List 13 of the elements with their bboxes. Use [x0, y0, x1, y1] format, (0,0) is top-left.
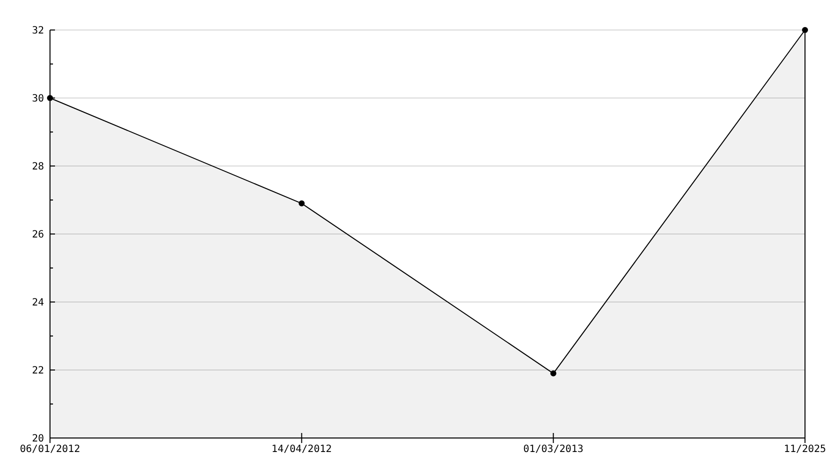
x-tick-label: 11/2025: [784, 444, 826, 455]
y-tick-label: 30: [32, 94, 44, 104]
y-tick-label: 20: [32, 434, 44, 444]
x-tick-label: 01/03/2013: [523, 444, 584, 455]
x-tick-label: 06/01/2012: [20, 444, 80, 455]
y-tick-label: 28: [32, 162, 44, 172]
y-tick-label: 26: [32, 230, 44, 240]
point: [298, 200, 305, 206]
y-tick-label: 22: [32, 366, 44, 376]
y-tick-label: 24: [32, 298, 44, 308]
x-tick-label: 14/04/2012: [272, 444, 332, 455]
point: [550, 370, 556, 376]
y-tick-label: 32: [32, 26, 44, 36]
